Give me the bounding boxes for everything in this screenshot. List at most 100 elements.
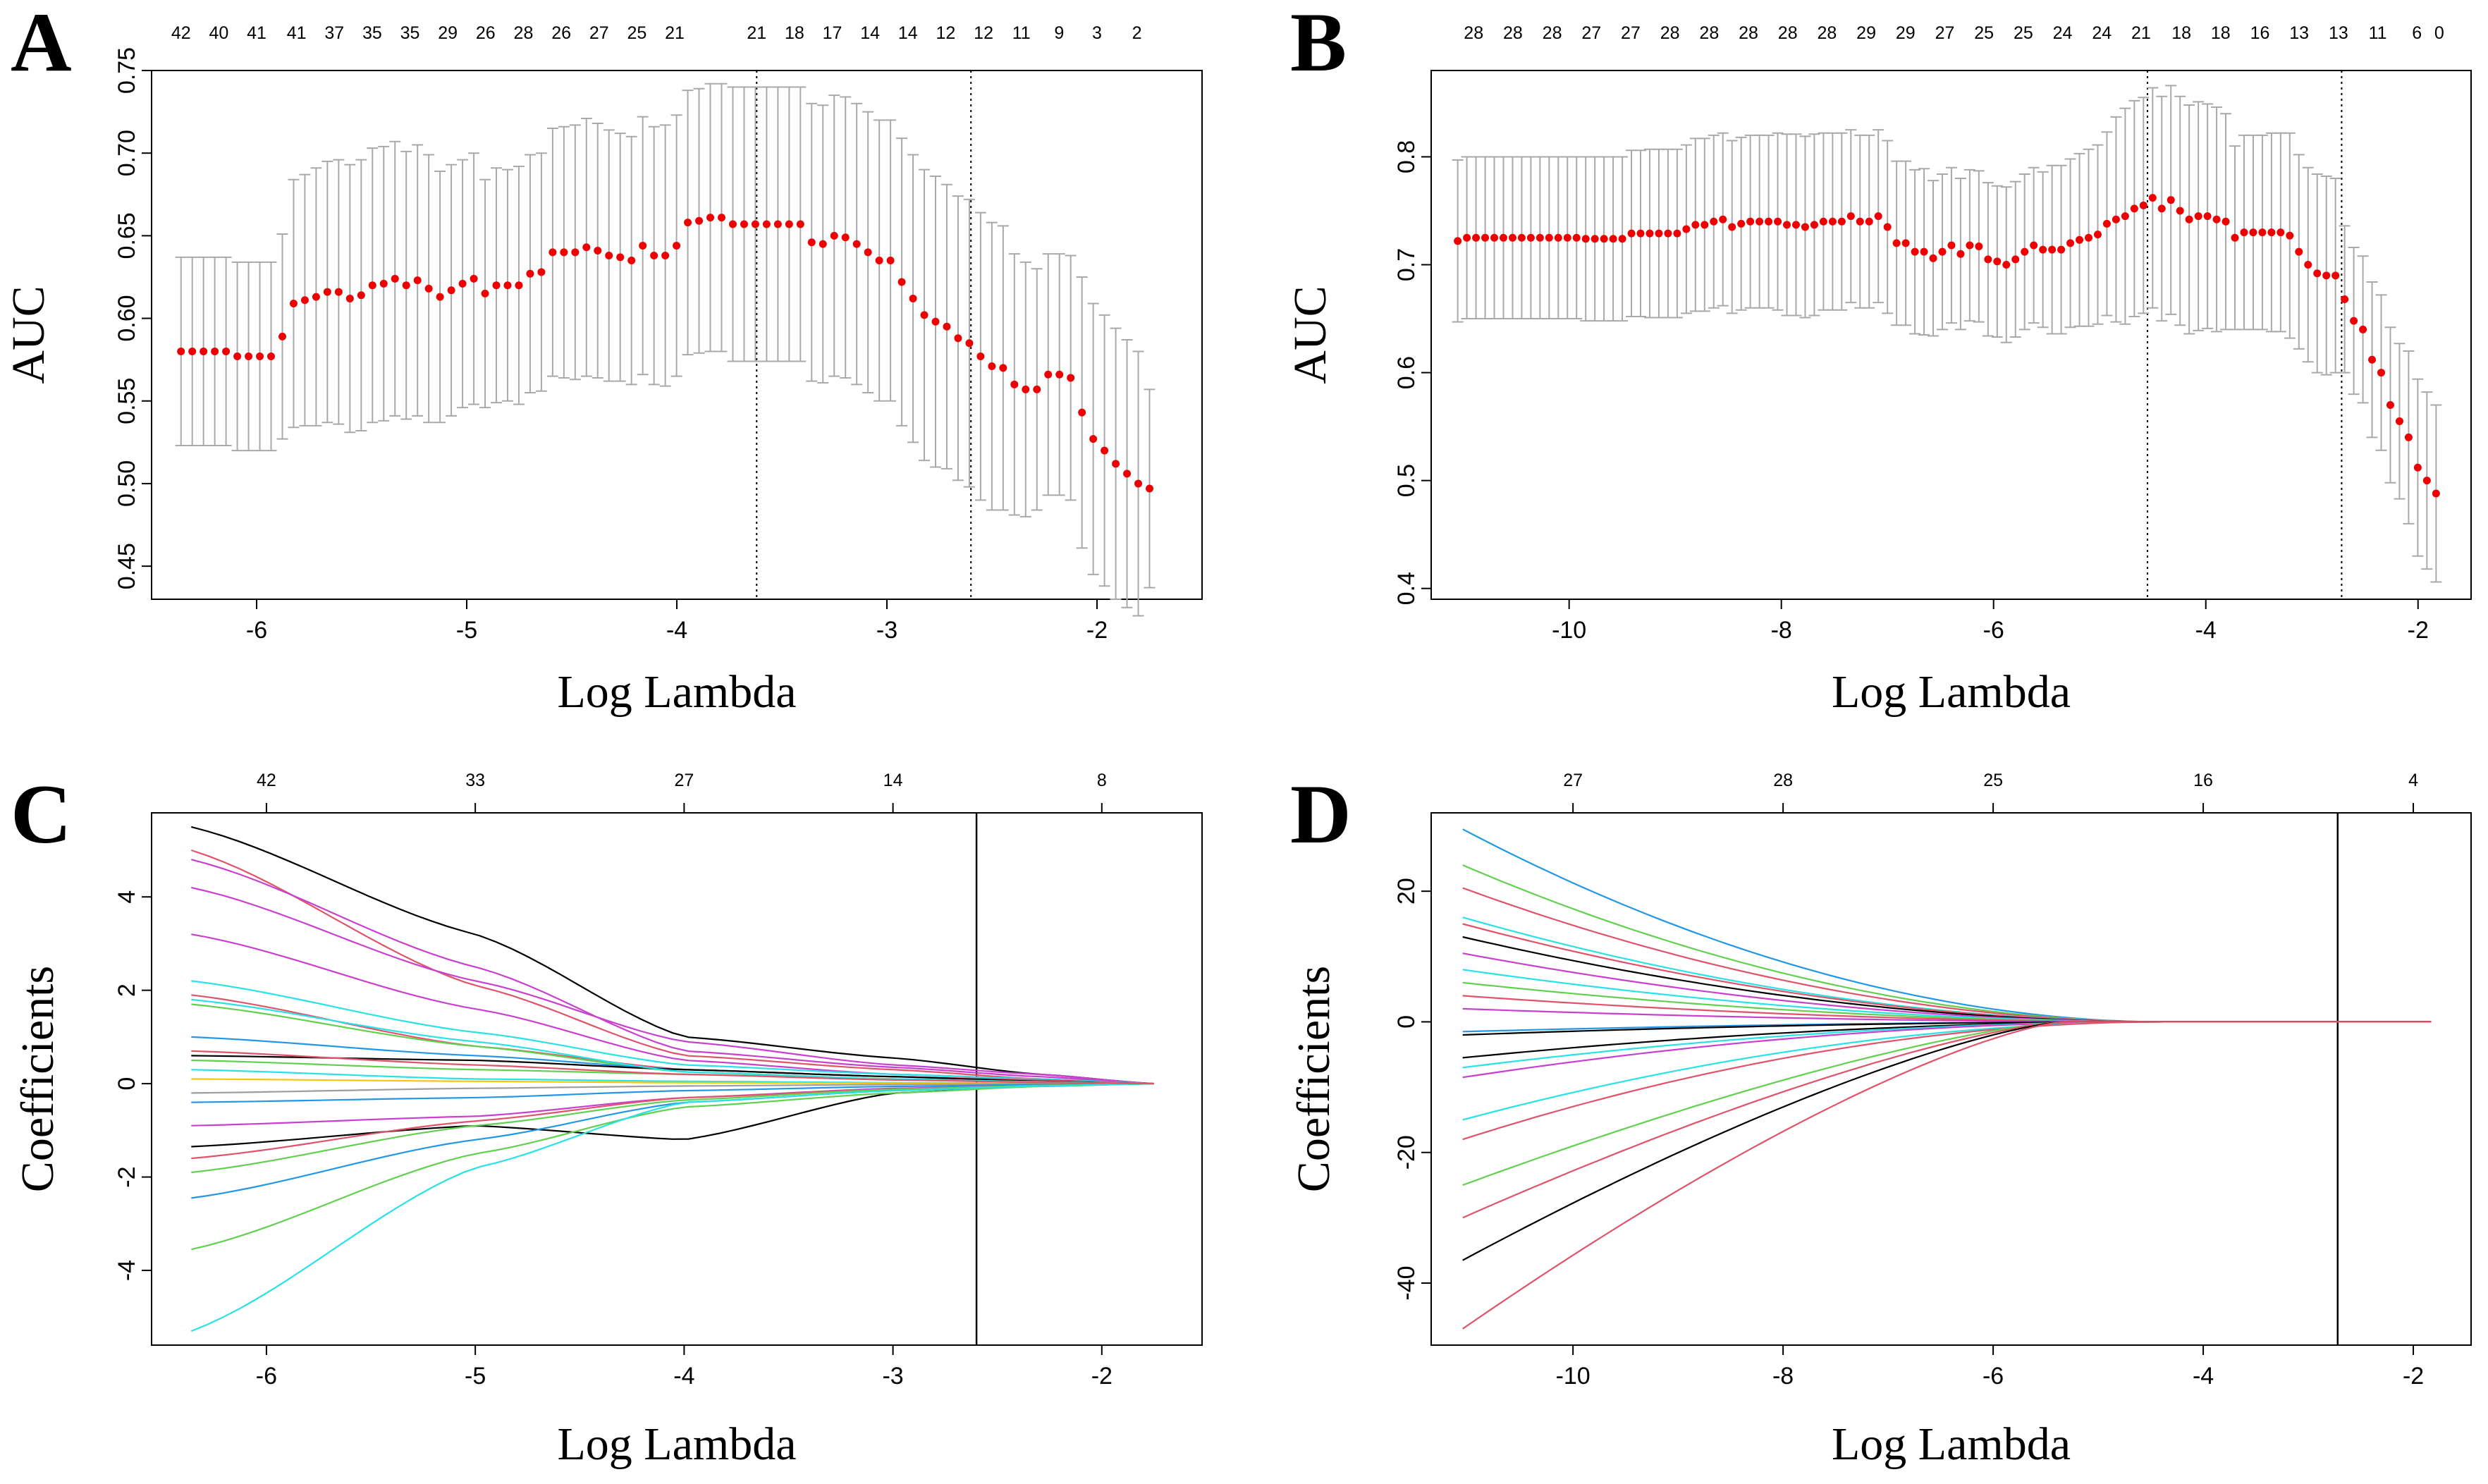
auc-point [1134,479,1143,488]
top-axis-label: 17 [823,23,842,43]
y-tick-label: -4 [114,1260,140,1281]
auc-point [2194,212,2202,221]
auc-point [695,216,704,225]
top-axis-label: 14 [860,23,880,43]
top-axis-label: 28 [1817,23,1837,43]
auc-point [571,248,580,257]
auc-point [1737,219,1746,228]
auc-point [1947,241,1956,250]
auc-point [368,281,376,290]
auc-point [2030,241,2038,250]
auc-point [2359,325,2367,333]
auc-point [875,257,883,265]
top-axis-label: 28 [1773,771,1793,790]
x-tick-label: -8 [1771,617,1792,644]
panel-letter: C [11,767,72,861]
auc-point [345,294,354,302]
x-tick-label: -6 [1983,617,2004,644]
auc-point [2148,194,2157,202]
top-axis-label: 9 [1054,23,1064,43]
auc-point [2222,217,2230,226]
top-axis-label: 28 [1464,23,1483,43]
y-tick-label: 0.45 [114,543,140,589]
auc-point [684,219,692,227]
auc-point [1993,257,2002,266]
auc-point [1691,221,1700,229]
auc-point [897,278,906,286]
auc-point [1044,370,1053,379]
top-axis-label: 41 [247,23,266,43]
auc-point [2011,255,2020,264]
coefficient-path [191,980,1154,1085]
auc-point [751,220,759,228]
auc-point [1609,235,1617,243]
x-tick-label: -6 [246,617,267,644]
auc-point [1627,229,1636,238]
auc-point [2085,233,2093,242]
auc-point [1481,233,1490,242]
auc-point [2157,204,2166,213]
auc-point [2258,228,2267,237]
auc-point [200,347,208,355]
auc-point [424,284,433,293]
auc-point [2304,261,2312,269]
top-axis-label: 0 [2434,23,2444,43]
top-axis-label: 6 [2412,23,2422,43]
auc-point [1067,374,1075,382]
top-axis-label: 27 [1621,23,1641,43]
x-tick-label: -6 [1983,1363,2004,1390]
y-tick-label: 0.4 [1393,572,1420,605]
auc-point [1791,221,1800,229]
auc-point [1636,229,1645,238]
auc-point [1646,229,1654,238]
top-axis-label: 8 [1097,771,1107,790]
top-axis-label: 33 [465,771,485,790]
auc-point [1078,408,1086,417]
x-tick-label: -4 [666,617,687,644]
top-axis-label: 13 [2289,23,2309,43]
auc-point [2093,231,2102,239]
auc-point [2368,355,2377,364]
auc-point [1956,250,1965,258]
x-tick-label: -2 [1091,1363,1113,1390]
auc-point [2295,247,2303,256]
y-tick-label: -2 [114,1166,140,1187]
auc-point [796,220,804,228]
auc-point [1055,370,1064,379]
auc-point [1856,217,1864,226]
auc-point [841,233,850,242]
auc-point [1033,385,1041,393]
auc-point [222,347,231,355]
auc-point [2331,271,2340,280]
auc-point [289,299,298,307]
y-tick-label: -40 [1393,1265,1420,1300]
auc-point [1010,380,1019,388]
auc-point [2231,233,2239,242]
x-tick-label: -4 [673,1363,694,1390]
y-axis-title: AUC [1285,286,1336,384]
auc-point [526,269,534,278]
top-axis-label: 21 [747,23,766,43]
top-axis-label: 42 [171,23,191,43]
top-axis-label: 26 [476,23,496,43]
auc-point [2212,215,2221,223]
x-tick-label: -3 [882,1363,903,1390]
x-tick-label: -5 [456,617,477,644]
auc-point [762,220,771,228]
auc-point [1819,217,1827,226]
panel-letter: D [1290,767,1352,861]
top-axis-label: 28 [514,23,534,43]
auc-point [1682,225,1691,233]
top-axis-label: 24 [2092,23,2112,43]
y-tick-label: 0.65 [114,212,140,259]
auc-point [650,252,658,259]
auc-point [2176,207,2184,215]
y-tick-label: 20 [1393,878,1420,904]
y-axis-title: Coefficients [12,966,63,1192]
auc-point [830,231,838,240]
auc-point [1911,247,1919,256]
auc-point [1545,233,1553,242]
auc-point [402,281,410,290]
auc-point [1463,233,1471,242]
